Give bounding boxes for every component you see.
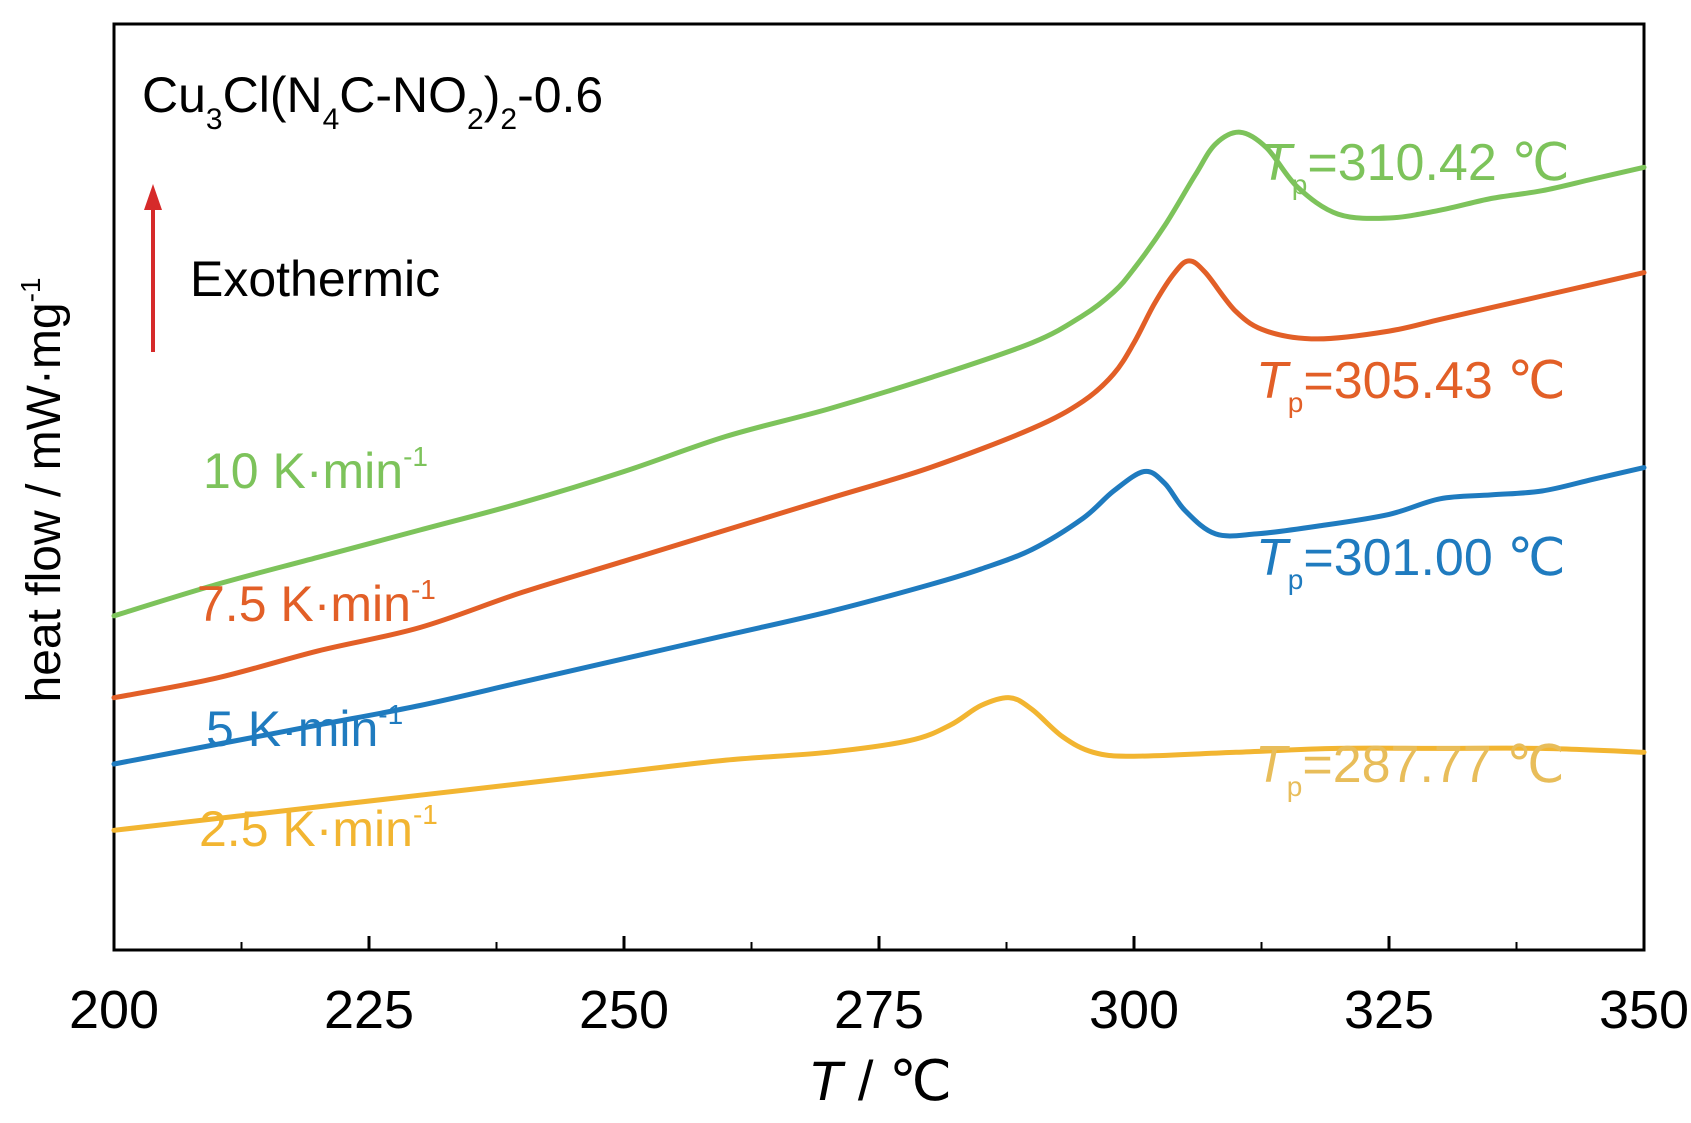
x-tick-label: 325 bbox=[1344, 980, 1434, 1040]
x-axis-tick-labels: 200 225 250 275 300 325 350 bbox=[69, 980, 1689, 1040]
peak-label-2-5: Tp=287.77 ℃ bbox=[1255, 736, 1565, 802]
x-axis-ticks bbox=[112, 936, 1646, 950]
rate-label-5: 5 K·min-1 bbox=[206, 699, 403, 757]
exothermic-arrow-icon bbox=[144, 184, 162, 352]
x-tick-label: 300 bbox=[1089, 980, 1179, 1040]
series-line-2 bbox=[111, 465, 1647, 767]
chart-title: Cu3Cl(N4C-NO2)2-0.6 bbox=[142, 67, 603, 136]
rate-label-10: 10 K·min-1 bbox=[203, 441, 428, 499]
series-line-0 bbox=[111, 129, 1647, 619]
x-tick-label: 225 bbox=[324, 980, 414, 1040]
x-tick-label: 250 bbox=[579, 980, 669, 1040]
x-tick-label: 200 bbox=[69, 980, 159, 1040]
series-line-1 bbox=[111, 258, 1647, 701]
exothermic-label: Exothermic bbox=[190, 251, 440, 307]
peak-label-7-5: Tp=305.43 ℃ bbox=[1256, 352, 1566, 418]
series-line-3 bbox=[111, 695, 1647, 833]
peak-label-5: Tp=301.00 ℃ bbox=[1256, 529, 1566, 595]
x-axis-label: T / ℃ bbox=[808, 1049, 952, 1112]
x-tick-label: 275 bbox=[834, 980, 924, 1040]
rate-label-2-5: 2.5 K·min-1 bbox=[199, 799, 438, 857]
rate-label-7-5: 7.5 K·min-1 bbox=[197, 574, 436, 632]
series-lines bbox=[111, 129, 1647, 833]
peak-label-10: Tp=310.42 ℃ bbox=[1260, 134, 1570, 200]
x-tick-label: 350 bbox=[1599, 980, 1689, 1040]
y-axis-label: heat flow / mW·mg-1 bbox=[15, 278, 71, 703]
